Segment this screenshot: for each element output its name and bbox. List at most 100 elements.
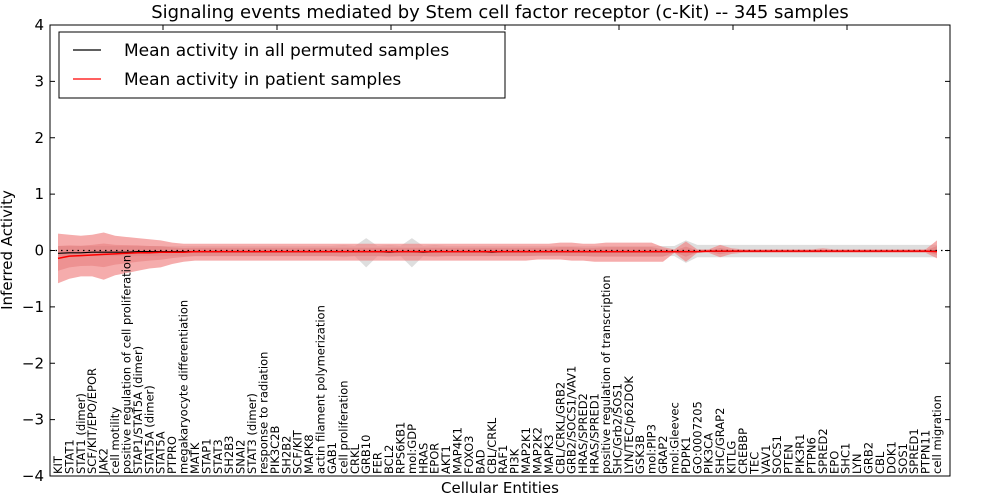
patient-band xyxy=(58,232,937,284)
x-tick-label: MATK xyxy=(188,442,202,474)
x-tick-label: GO:0007205 xyxy=(690,401,704,474)
x-tick-label: SHC1 xyxy=(839,443,853,474)
x-tick-label: EPOR xyxy=(428,443,442,474)
x-tick-label: GRB2 xyxy=(862,442,876,474)
x-tick-label: actin filament polymerization xyxy=(314,305,328,474)
x-tick-label: MAPK8 xyxy=(302,434,316,474)
x-tick-label: HRAS/SPRED1 xyxy=(588,393,602,474)
x-tick-label: SHC/GRAP2 xyxy=(713,408,727,474)
x-tick-label: PTPN6 xyxy=(804,437,818,474)
y-axis: 4 3 2 1 0 −1 −2 −3 −4 xyxy=(22,16,950,485)
x-tick-label: CRKL xyxy=(348,443,362,474)
x-tick-label: EPO xyxy=(827,451,841,474)
x-tick-label: STAP1 xyxy=(199,438,213,474)
x-tick-label: SHC/Grb2/SOS1 xyxy=(610,383,624,474)
chart-title: Signaling events mediated by Stem cell f… xyxy=(151,2,849,23)
x-tick-label: mol:GDP xyxy=(405,424,419,474)
x-tick-label: SCF/KIT/EPO/EPOR xyxy=(85,368,99,474)
legend: Mean activity in all permuted samples Me… xyxy=(58,31,506,99)
x-tick-label: GRB10 xyxy=(359,435,373,474)
x-tick-label: BAD xyxy=(473,449,487,474)
x-tick-label: PDPK1 xyxy=(679,436,693,474)
x-tick-label: SCF/KIT xyxy=(291,429,305,474)
x-tick-label: SH2B3 xyxy=(222,436,236,474)
y-tick-label: −4 xyxy=(22,467,44,485)
x-tick-label: CBL/CRKL/GRB2 xyxy=(553,382,567,474)
x-tick-label: GRAP2 xyxy=(656,435,670,474)
x-tick-label: SOCS1 xyxy=(770,435,784,474)
bands-layer xyxy=(58,232,937,284)
lines-layer xyxy=(50,249,950,260)
x-axis-label: Cellular Entities xyxy=(441,479,559,497)
legend-label-permuted: Mean activity in all permuted samples xyxy=(124,41,449,61)
x-tick-label: DOK1 xyxy=(884,441,898,474)
x-tick-label: GRB2/SOCS1/VAV1 xyxy=(565,366,579,474)
x-tick-label: MAP2K2 xyxy=(531,427,545,474)
x-tick-label: GAB1 xyxy=(325,442,339,474)
x-tick-label: KIT xyxy=(51,455,65,474)
x-tick-label: RPS6KB1 xyxy=(394,422,408,474)
x-tick-label: PIK3C2B xyxy=(268,425,282,474)
x-tick-label: KITLG xyxy=(725,441,739,474)
x-tick-label: STAT1 xyxy=(62,439,76,474)
x-tick-label: HRAS xyxy=(416,443,430,474)
x-tick-label: MAPK3 xyxy=(542,434,556,474)
x-tick-label: STAT5A (dimer) xyxy=(142,385,156,474)
y-tick-label: −1 xyxy=(22,298,44,316)
x-tick-label: GSK3B xyxy=(633,435,647,474)
x-tick-label: PTPRO xyxy=(165,436,179,474)
x-tick-label: TEC xyxy=(747,452,761,475)
y-tick-label: 1 xyxy=(34,185,44,203)
x-tick-label: cell motility xyxy=(108,407,122,474)
y-tick-label: −3 xyxy=(22,411,44,429)
x-tick-label: MAP4K1 xyxy=(451,427,465,474)
x-tick-label: SOS1 xyxy=(896,443,910,474)
x-tick-label: FER xyxy=(371,452,385,474)
legend-label-patient: Mean activity in patient samples xyxy=(124,70,401,90)
patient-mean-line xyxy=(57,250,938,260)
x-tick-label: CBL/CRKL xyxy=(485,417,499,474)
y-tick-label: 4 xyxy=(34,16,44,34)
y-tick-label: 0 xyxy=(34,242,44,260)
x-tick-label: RAF1 xyxy=(496,445,510,474)
x-tick-label: mol:PIP3 xyxy=(645,424,659,474)
x-tick-label: CBL xyxy=(873,451,887,474)
legend-box xyxy=(58,31,506,99)
x-tick-label: PI3K xyxy=(508,448,522,474)
x-tick-label: STAT3 xyxy=(211,439,225,474)
x-tick-label: mol:Gleevec xyxy=(667,402,681,474)
x-tick-label: PIK3CA xyxy=(702,433,716,474)
x-tick-label: SPRED1 xyxy=(907,428,921,474)
x-tick-label: JAK2 xyxy=(97,448,111,475)
x-tick-label: MAP2K1 xyxy=(519,427,533,474)
y-tick-label: 3 xyxy=(34,72,44,90)
x-tick-label: positive regulation of transcription xyxy=(599,275,613,474)
y-tick-label: −2 xyxy=(22,354,44,372)
x-tick-label: SPRED2 xyxy=(816,428,830,474)
x-tick-label: FOXO3 xyxy=(462,436,476,474)
x-tick-label: PTPN11 xyxy=(919,430,933,474)
x-tick-label: SNAI2 xyxy=(234,440,248,474)
x-tick-label: BCL2 xyxy=(382,445,396,474)
x-tick-label: STAT1 (dimer) xyxy=(74,393,88,474)
x-tick-label: STAP1/STAT5A (dimer) xyxy=(131,346,145,474)
x-tick-label: cell migration xyxy=(930,395,944,474)
x-tick-label: STAT3 (dimer) xyxy=(245,393,259,474)
x-tick-label: cell proliferation xyxy=(336,380,350,474)
x-tick-label: response to radiation xyxy=(257,352,271,474)
x-tick-label: VAV1 xyxy=(759,445,773,474)
x-tick-label: LYN xyxy=(850,453,864,474)
x-tick-label: HRAS/SPRED2 xyxy=(576,393,590,474)
x-tick-label: positive regulation of cell proliferatio… xyxy=(120,255,134,474)
x-tick-label: PIK3R1 xyxy=(793,434,807,475)
x-tick-label: PTEN xyxy=(782,444,796,474)
x-tick-label: CREBBP xyxy=(736,428,750,474)
x-tick-label: SH2B2 xyxy=(279,436,293,474)
y-tick-label: 2 xyxy=(34,129,44,147)
y-axis-label: Inferred Activity xyxy=(0,190,16,310)
x-tick-label: STAT5A xyxy=(154,431,168,474)
x-tick-label: megakaryocyte differentiation xyxy=(177,300,191,474)
patient-inner-band xyxy=(58,243,937,271)
